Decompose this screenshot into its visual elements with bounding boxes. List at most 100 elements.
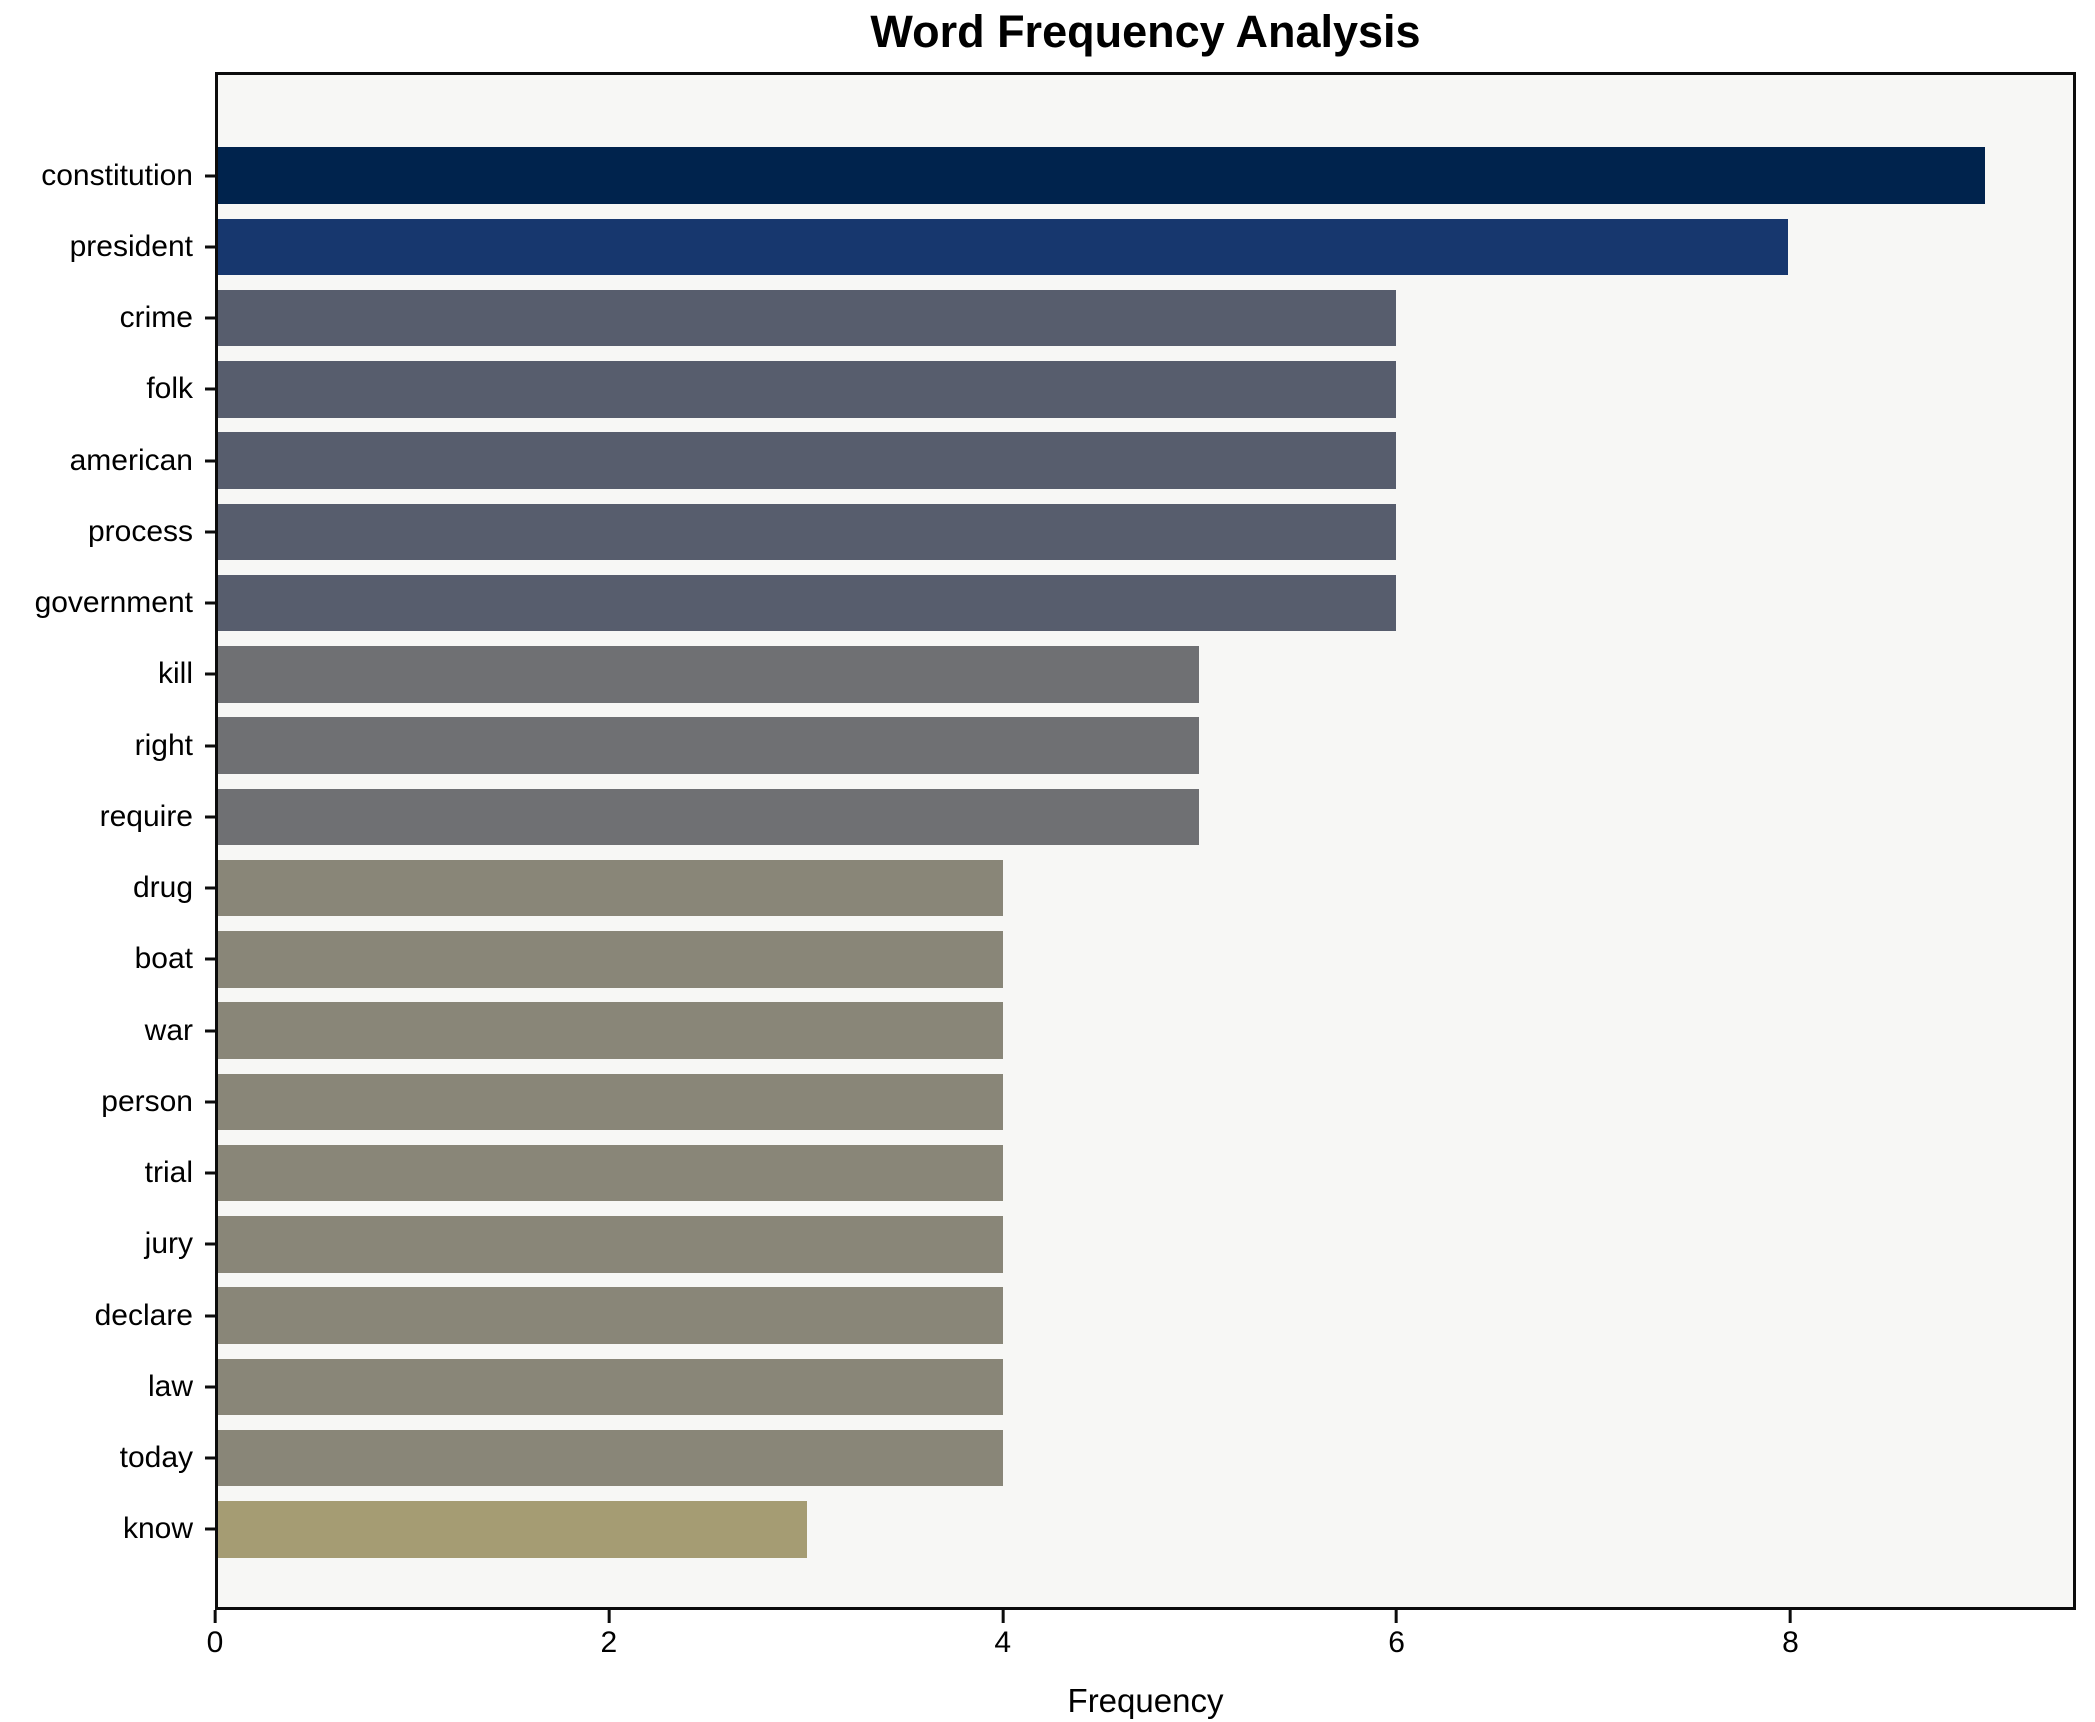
y-tick-label: know — [122, 1512, 193, 1546]
y-tick-label: president — [69, 229, 193, 263]
bar-row — [218, 1423, 2073, 1494]
x-tick: 0 — [206, 1610, 224, 1659]
y-tick-mark — [205, 815, 215, 819]
bar-require — [218, 788, 1200, 846]
y-tick-mark — [205, 174, 215, 178]
bar-row — [218, 568, 2073, 639]
y-tick-row: law — [0, 1351, 215, 1422]
y-tick-label: government — [34, 586, 193, 620]
y-tick-mark — [205, 672, 215, 676]
y-tick-mark — [205, 957, 215, 961]
bar-drug — [218, 859, 1004, 917]
bar-row — [218, 1209, 2073, 1280]
bars — [218, 75, 2073, 1607]
y-tick-mark — [205, 1100, 215, 1104]
y-tick-mark — [205, 601, 215, 605]
y-tick-mark — [205, 744, 215, 748]
bar-row — [218, 496, 2073, 567]
y-tick-row: person — [0, 1066, 215, 1137]
y-tick-label: american — [69, 443, 193, 477]
x-tick-label: 4 — [994, 1626, 1012, 1659]
y-tick-label: trial — [144, 1156, 193, 1190]
y-tick-mark — [205, 1029, 215, 1033]
bar-president — [218, 218, 1789, 276]
bar-row — [218, 995, 2073, 1066]
y-tick-label: process — [87, 514, 193, 548]
bar-row — [218, 1138, 2073, 1209]
bar-row — [218, 639, 2073, 710]
y-tick-row: trial — [0, 1138, 215, 1209]
y-tick-label: war — [144, 1013, 193, 1047]
y-tick-mark — [205, 1385, 215, 1389]
y-tick-mark — [205, 1314, 215, 1318]
y-tick-mark — [205, 459, 215, 463]
y-tick-label: drug — [132, 871, 193, 905]
y-tick-row: know — [0, 1494, 215, 1565]
bar-kill — [218, 646, 1200, 703]
y-tick-row: process — [0, 496, 215, 567]
y-tick-label: require — [99, 799, 193, 833]
y-tick-mark — [205, 1242, 215, 1246]
y-tick-row: kill — [0, 639, 215, 710]
y-tick-row: boat — [0, 924, 215, 995]
y-tick-label: folk — [146, 372, 193, 406]
x-tick-mark — [607, 1610, 611, 1623]
y-tick-label: crime — [119, 301, 193, 335]
y-tick-mark — [205, 886, 215, 890]
y-tick-row: american — [0, 425, 215, 496]
x-tick: 6 — [1388, 1610, 1405, 1658]
y-tick-mark — [205, 1527, 215, 1531]
plot-area — [215, 72, 2076, 1610]
bar-process — [218, 503, 1396, 561]
bar-row — [218, 283, 2073, 354]
y-tick-row: drug — [0, 853, 215, 924]
x-axis-title: Frequency — [1067, 1682, 1224, 1719]
bar-declare — [218, 1287, 1004, 1344]
x-tick: 4 — [994, 1610, 1011, 1658]
y-tick-mark — [205, 387, 215, 391]
y-tick-label: today — [119, 1441, 193, 1475]
bar-boat — [218, 931, 1004, 988]
bar-row — [218, 853, 2073, 924]
x-tick-label: 6 — [1388, 1626, 1405, 1659]
y-tick-mark — [205, 316, 215, 320]
x-tick: 2 — [601, 1610, 617, 1658]
bar-row — [218, 1494, 2073, 1565]
y-tick-row: war — [0, 995, 215, 1066]
bar-constitution — [218, 147, 1985, 204]
y-tick-mark — [205, 530, 215, 534]
bar-today — [218, 1429, 1004, 1487]
y-tick-label: law — [147, 1369, 193, 1403]
y-tick-row: require — [0, 781, 215, 852]
bar-know — [218, 1501, 807, 1558]
x-tick-mark — [1788, 1610, 1792, 1623]
bar-jury — [218, 1216, 1004, 1273]
bar-law — [218, 1358, 1004, 1416]
x-tick-mark — [213, 1610, 217, 1623]
chart-title: Word Frequency Analysis — [870, 6, 1421, 57]
x-tick-label: 0 — [206, 1626, 224, 1659]
x-axis: 0 2 4 6 8 — [207, 1610, 2076, 1672]
bar-row — [218, 354, 2073, 425]
bar-row — [218, 710, 2073, 781]
y-tick-label: person — [101, 1084, 193, 1118]
bar-folk — [218, 361, 1396, 418]
bar-row — [218, 211, 2073, 282]
y-tick-row: constitution — [0, 140, 215, 211]
y-tick-label: jury — [144, 1227, 193, 1261]
y-tick-label: right — [134, 728, 193, 762]
x-tick-mark — [1395, 1610, 1399, 1623]
y-axis-labels: constitution president crime folk american pr… — [0, 75, 215, 1607]
bar-row — [218, 781, 2073, 852]
y-tick-row: crime — [0, 283, 215, 354]
bar-row — [218, 1066, 2073, 1137]
y-tick-row: right — [0, 710, 215, 781]
y-tick-row: declare — [0, 1280, 215, 1351]
bar-government — [218, 574, 1396, 632]
x-tick-label: 8 — [1782, 1626, 1799, 1659]
bar-row — [218, 425, 2073, 496]
bar-war — [218, 1002, 1004, 1059]
y-tick-mark — [205, 1456, 215, 1460]
y-tick-row: jury — [0, 1209, 215, 1280]
